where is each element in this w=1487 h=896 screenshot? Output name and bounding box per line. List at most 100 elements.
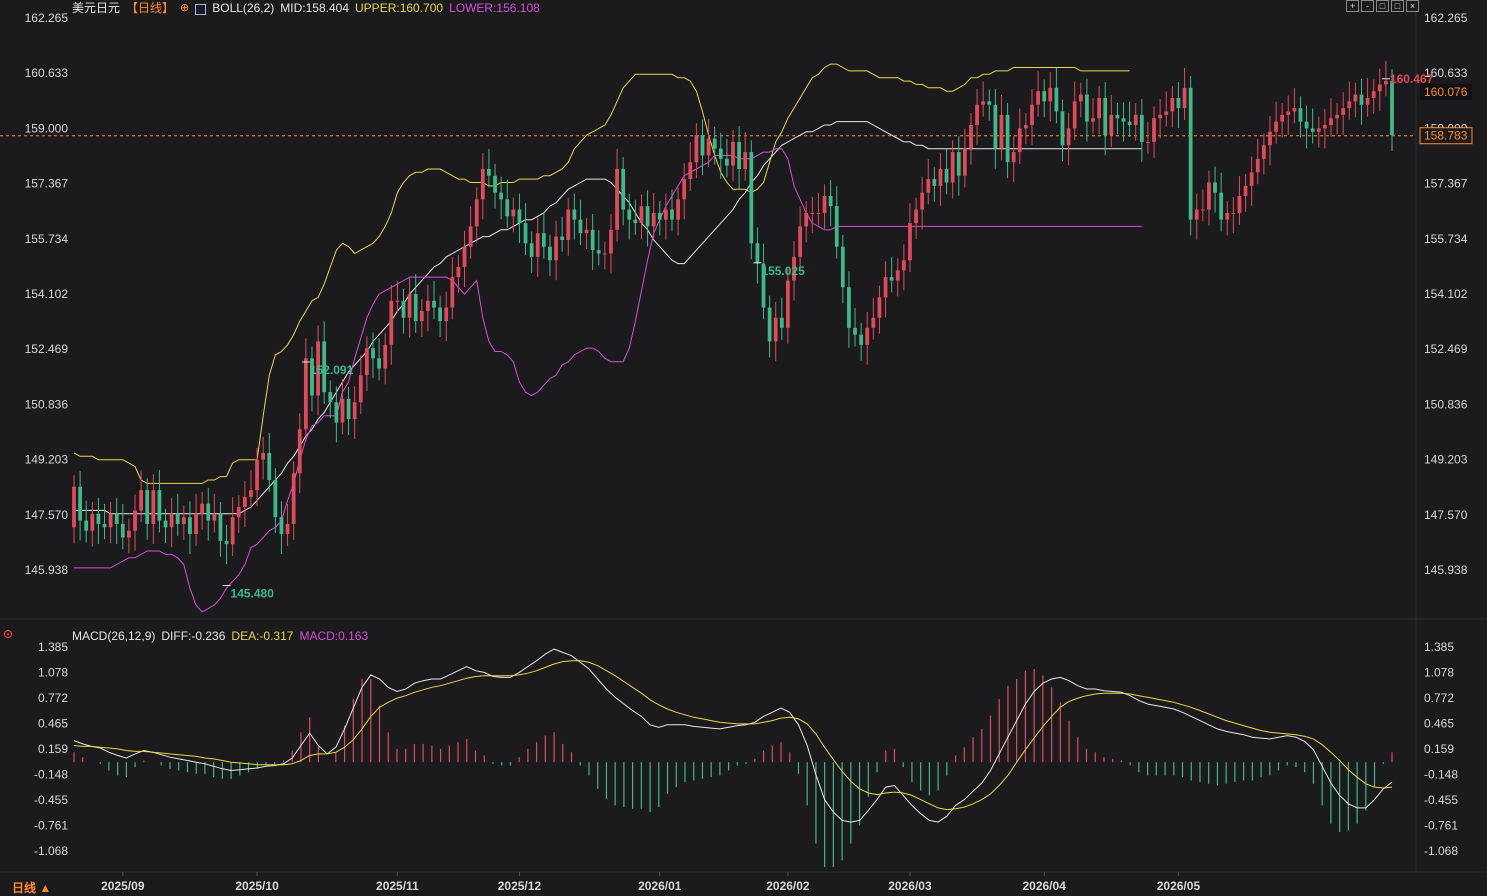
candle-body	[334, 402, 339, 423]
candle-body	[1133, 114, 1138, 126]
candle-body	[120, 523, 125, 538]
time-axis-label: 2026/03	[888, 879, 932, 893]
candle-body	[1109, 114, 1114, 136]
candle-body	[1023, 125, 1028, 129]
candle-body	[1158, 114, 1163, 119]
candle-body	[712, 138, 717, 149]
candle-body	[1182, 87, 1187, 109]
candle-body	[90, 513, 95, 531]
indicator-icon[interactable]	[195, 3, 207, 15]
candle-body	[1036, 91, 1040, 105]
boll-mid-line	[74, 121, 1142, 515]
price-axis-left-label: 145.938	[25, 563, 69, 577]
candle-body	[279, 517, 284, 535]
restore-button[interactable]: □	[1376, 0, 1389, 12]
candle-body	[1078, 94, 1083, 102]
boll-lower-line	[74, 148, 1142, 613]
candle-body	[883, 277, 888, 298]
candle-body	[1170, 97, 1175, 112]
zoom-in-button[interactable]: +	[1346, 0, 1359, 12]
price-axis-left-label: 155.734	[25, 232, 69, 246]
macd-axis-left-label: 1.385	[38, 640, 68, 654]
candle-body	[1011, 152, 1016, 163]
price-axis-left-label: 152.469	[25, 342, 69, 356]
price-axis-left-label: 162.265	[25, 11, 69, 25]
close-button[interactable]: ×	[1406, 0, 1419, 12]
candle-body	[169, 513, 174, 528]
candle-body	[1377, 84, 1382, 92]
macd-label[interactable]: MACD(26,12,9)	[72, 629, 156, 643]
candle-body	[1030, 104, 1034, 126]
candle-body	[975, 104, 979, 126]
time-axis-label: 2025/10	[235, 879, 279, 893]
price-axis-left-label: 149.203	[25, 453, 69, 467]
candle-body	[1341, 108, 1346, 115]
low-marker-3: 155.025	[761, 264, 805, 278]
candle-body	[364, 348, 369, 376]
candle-body	[840, 246, 845, 288]
candle-body	[1304, 121, 1309, 129]
settings-circle-icon[interactable]: ⊕	[180, 2, 190, 14]
low-marker-1: 145.480	[231, 586, 275, 600]
candle-body	[285, 523, 290, 535]
high-marker-1: 160.467	[1390, 72, 1434, 86]
candle-body	[877, 297, 882, 318]
candle-body	[1329, 118, 1333, 126]
candle-body	[1152, 118, 1156, 142]
candle-body	[194, 513, 198, 535]
candle-body	[694, 135, 699, 163]
candle-body	[450, 277, 455, 308]
candle-body	[584, 229, 589, 234]
candle-body	[1274, 121, 1278, 132]
zoom-out-button[interactable]: -	[1361, 0, 1374, 12]
macd-settings-icon[interactable]	[4, 630, 12, 638]
candle-body	[444, 307, 449, 322]
price-axis-left-label: 147.570	[25, 508, 69, 522]
candle-body	[230, 517, 235, 545]
upper-price-tag: 160.076	[1424, 85, 1468, 99]
upper-price-tag-box	[1420, 84, 1472, 101]
candle-body	[84, 520, 89, 531]
macd-diff-line	[73, 648, 1393, 823]
candle-body	[804, 212, 809, 227]
period-tag[interactable]: 【日线】	[126, 1, 175, 15]
candle-body	[645, 206, 650, 227]
time-axis-label: 2025/11	[376, 879, 419, 893]
candle-body	[78, 486, 82, 521]
candle-body	[322, 341, 327, 393]
price-axis-left-label: 160.633	[25, 66, 69, 80]
candle-body	[1060, 111, 1065, 146]
candle-body	[718, 148, 723, 159]
candle-body	[487, 168, 491, 176]
candle-body	[932, 179, 937, 186]
candle-body	[1353, 94, 1358, 102]
candle-body	[786, 280, 790, 328]
price-axis-left-label: 150.836	[25, 397, 69, 411]
candle-body	[1146, 141, 1150, 143]
candle-body	[761, 263, 766, 308]
time-axis-label: 2026/04	[1022, 879, 1066, 893]
candle-body	[200, 503, 205, 514]
candle-body	[1255, 158, 1260, 173]
maximize-button[interactable]: □	[1391, 0, 1404, 12]
candle-body	[1139, 114, 1144, 142]
candle-body	[1194, 209, 1199, 220]
macd-value: MACD:0.163	[299, 629, 369, 643]
macd-axis-left-label: -0.148	[34, 767, 68, 781]
candle-body	[523, 223, 528, 244]
candle-body	[1042, 91, 1047, 102]
period-tab[interactable]: 日线 ▲	[12, 881, 52, 895]
candle-body	[72, 486, 76, 528]
candle-body	[1371, 91, 1376, 98]
candle-body	[920, 192, 925, 210]
symbol-name: 美元日元	[72, 1, 121, 15]
boll-upper: UPPER:160.700	[355, 1, 444, 15]
boll-label[interactable]: BOLL(26,2)	[212, 1, 275, 15]
macd-axis-right-label: 0.465	[1424, 717, 1454, 731]
candle-body	[1164, 111, 1169, 115]
candle-body	[358, 375, 363, 403]
candle-body	[596, 250, 601, 254]
candle-body	[566, 209, 571, 240]
candle-body	[602, 253, 607, 255]
